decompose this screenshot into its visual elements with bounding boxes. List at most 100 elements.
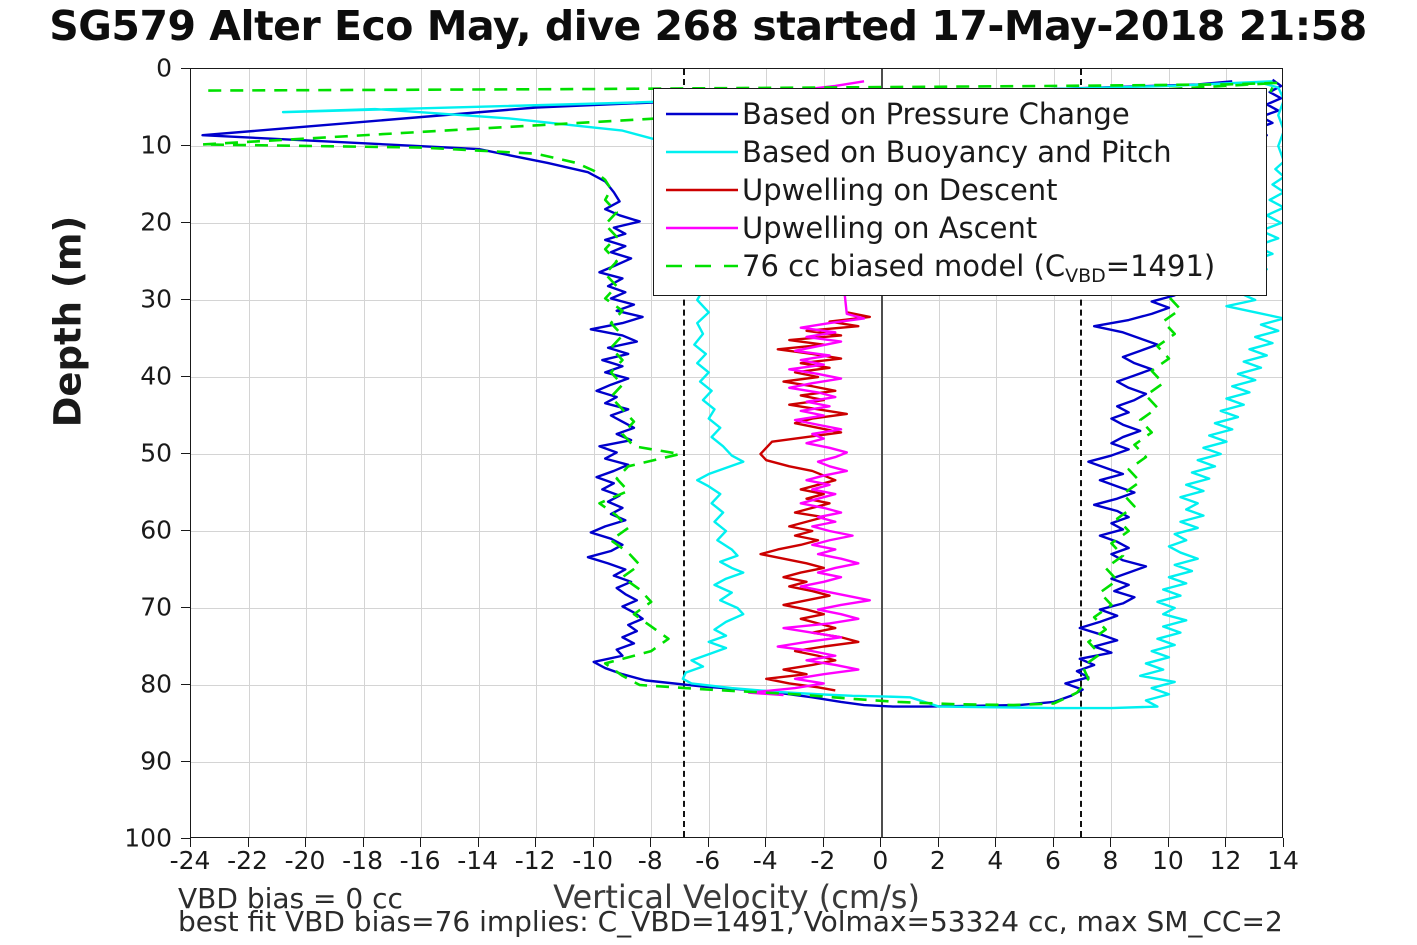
y-tick-label: 0 bbox=[156, 53, 172, 83]
gridline-vertical bbox=[708, 69, 710, 837]
gridline-vertical bbox=[996, 69, 998, 837]
reference-line-neg-stall bbox=[682, 69, 685, 837]
x-tick-label: -2 bbox=[810, 846, 836, 875]
gridline-horizontal bbox=[191, 531, 1282, 532]
y-tick-mark bbox=[181, 607, 190, 608]
y-axis-title: Depth (m) bbox=[46, 215, 90, 428]
x-tick-mark bbox=[477, 838, 479, 847]
x-tick-mark bbox=[592, 838, 594, 847]
x-tick-mark bbox=[362, 838, 364, 847]
x-tick-mark bbox=[650, 838, 652, 847]
legend: Based on Pressure Change Based on Buoyanc… bbox=[653, 88, 1267, 296]
y-tick-mark bbox=[181, 299, 190, 300]
x-tick-mark bbox=[247, 838, 249, 847]
x-tick-mark bbox=[822, 838, 824, 847]
legend-item-label: Upwelling on Descent bbox=[742, 173, 1058, 207]
vbd-bias-note: VBD bias = 0 cc bbox=[178, 882, 403, 915]
x-tick-mark bbox=[880, 838, 882, 847]
x-tick-mark bbox=[765, 838, 767, 847]
legend-line-swatch bbox=[662, 108, 742, 120]
gridline-vertical bbox=[823, 69, 825, 837]
x-tick-mark bbox=[420, 838, 422, 847]
gridline-vertical bbox=[1226, 69, 1228, 837]
x-tick-mark bbox=[707, 838, 709, 847]
legend-item[interactable]: 76 cc biased model (CVBD=1491) bbox=[654, 247, 1266, 287]
x-tick-label: -12 bbox=[514, 846, 556, 875]
y-tick-label: 80 bbox=[140, 669, 172, 699]
legend-line-swatch bbox=[662, 146, 742, 158]
gridline-vertical bbox=[651, 69, 653, 837]
legend-item[interactable]: Upwelling on Descent bbox=[654, 171, 1266, 209]
x-tick-label: 10 bbox=[1152, 846, 1184, 875]
legend-subscript: VBD bbox=[1065, 265, 1106, 287]
gridline-vertical bbox=[938, 69, 940, 837]
y-tick-mark bbox=[181, 376, 190, 377]
reference-line-zero bbox=[881, 69, 884, 837]
legend-item[interactable]: Based on Buoyancy and Pitch bbox=[654, 133, 1266, 171]
legend-item[interactable]: Upwelling on Ascent bbox=[654, 209, 1266, 247]
legend-item-label: Upwelling on Ascent bbox=[742, 211, 1038, 245]
x-tick-label: 6 bbox=[1044, 846, 1061, 875]
legend-line-swatch bbox=[662, 184, 742, 196]
x-tick-label: -10 bbox=[572, 846, 614, 875]
y-tick-label: 60 bbox=[140, 515, 172, 545]
gridline-vertical bbox=[1111, 69, 1113, 837]
y-tick-mark bbox=[181, 222, 190, 223]
x-tick-mark bbox=[1110, 838, 1112, 847]
gridline-horizontal bbox=[191, 300, 1282, 301]
y-tick-mark bbox=[181, 68, 190, 69]
legend-item-label: Based on Buoyancy and Pitch bbox=[742, 135, 1172, 169]
x-tick-mark bbox=[1225, 838, 1227, 847]
x-tick-label: -22 bbox=[227, 846, 268, 875]
gridline-vertical bbox=[478, 69, 480, 837]
y-tick-label: 100 bbox=[124, 823, 172, 853]
figure-title: SG579 Alter Eco May, dive 268 started 17… bbox=[49, 2, 1367, 50]
y-tick-label: 50 bbox=[140, 438, 172, 468]
legend-item-label: 76 cc biased model (CVBD=1491) bbox=[742, 249, 1216, 287]
legend-item[interactable]: Based on Pressure Change bbox=[654, 95, 1266, 133]
x-tick-label: 2 bbox=[929, 846, 946, 875]
x-tick-mark bbox=[1052, 838, 1054, 847]
gridline-horizontal bbox=[191, 685, 1282, 686]
series-line bbox=[747, 80, 872, 697]
gridline-vertical bbox=[1053, 69, 1055, 837]
y-tick-mark bbox=[181, 838, 190, 839]
y-tick-mark bbox=[181, 453, 190, 454]
x-tick-label: 12 bbox=[1209, 846, 1242, 875]
best-fit-note: best fit VBD bias=76 implies: C_VBD=1491… bbox=[178, 905, 1283, 938]
x-tick-label: 4 bbox=[987, 846, 1004, 875]
y-tick-label: 70 bbox=[140, 592, 172, 622]
gridline-vertical bbox=[248, 69, 250, 837]
y-tick-label: 40 bbox=[140, 361, 172, 391]
reference-line-pos-stall bbox=[1079, 69, 1082, 837]
x-tick-label: 0 bbox=[872, 846, 889, 875]
x-tick-label: -4 bbox=[752, 846, 778, 875]
x-tick-mark bbox=[995, 838, 997, 847]
series-line bbox=[281, 80, 1282, 710]
y-tick-label: 90 bbox=[140, 746, 172, 776]
x-tick-label: -6 bbox=[695, 846, 721, 875]
gridline-horizontal bbox=[191, 377, 1282, 378]
series-line bbox=[201, 81, 1280, 707]
y-tick-mark bbox=[181, 761, 190, 762]
x-tick-mark bbox=[305, 838, 307, 847]
legend-line-swatch bbox=[662, 222, 742, 234]
gridline-vertical bbox=[306, 69, 308, 837]
x-tick-label: -16 bbox=[399, 846, 441, 875]
y-tick-label: 20 bbox=[140, 207, 172, 237]
x-tick-label: -24 bbox=[169, 846, 211, 875]
gridline-vertical bbox=[766, 69, 768, 837]
gridline-vertical bbox=[1168, 69, 1170, 837]
x-tick-label: -18 bbox=[342, 846, 383, 875]
x-tick-label: -14 bbox=[457, 846, 499, 875]
x-tick-mark bbox=[535, 838, 537, 847]
x-tick-label: 14 bbox=[1267, 846, 1299, 875]
gridline-vertical bbox=[536, 69, 538, 837]
legend-line-swatch bbox=[662, 260, 742, 272]
x-tick-mark bbox=[1167, 838, 1169, 847]
y-tick-label: 30 bbox=[140, 284, 172, 314]
series-line bbox=[759, 311, 872, 692]
x-tick-mark bbox=[1283, 838, 1284, 847]
x-tick-mark bbox=[937, 838, 939, 847]
